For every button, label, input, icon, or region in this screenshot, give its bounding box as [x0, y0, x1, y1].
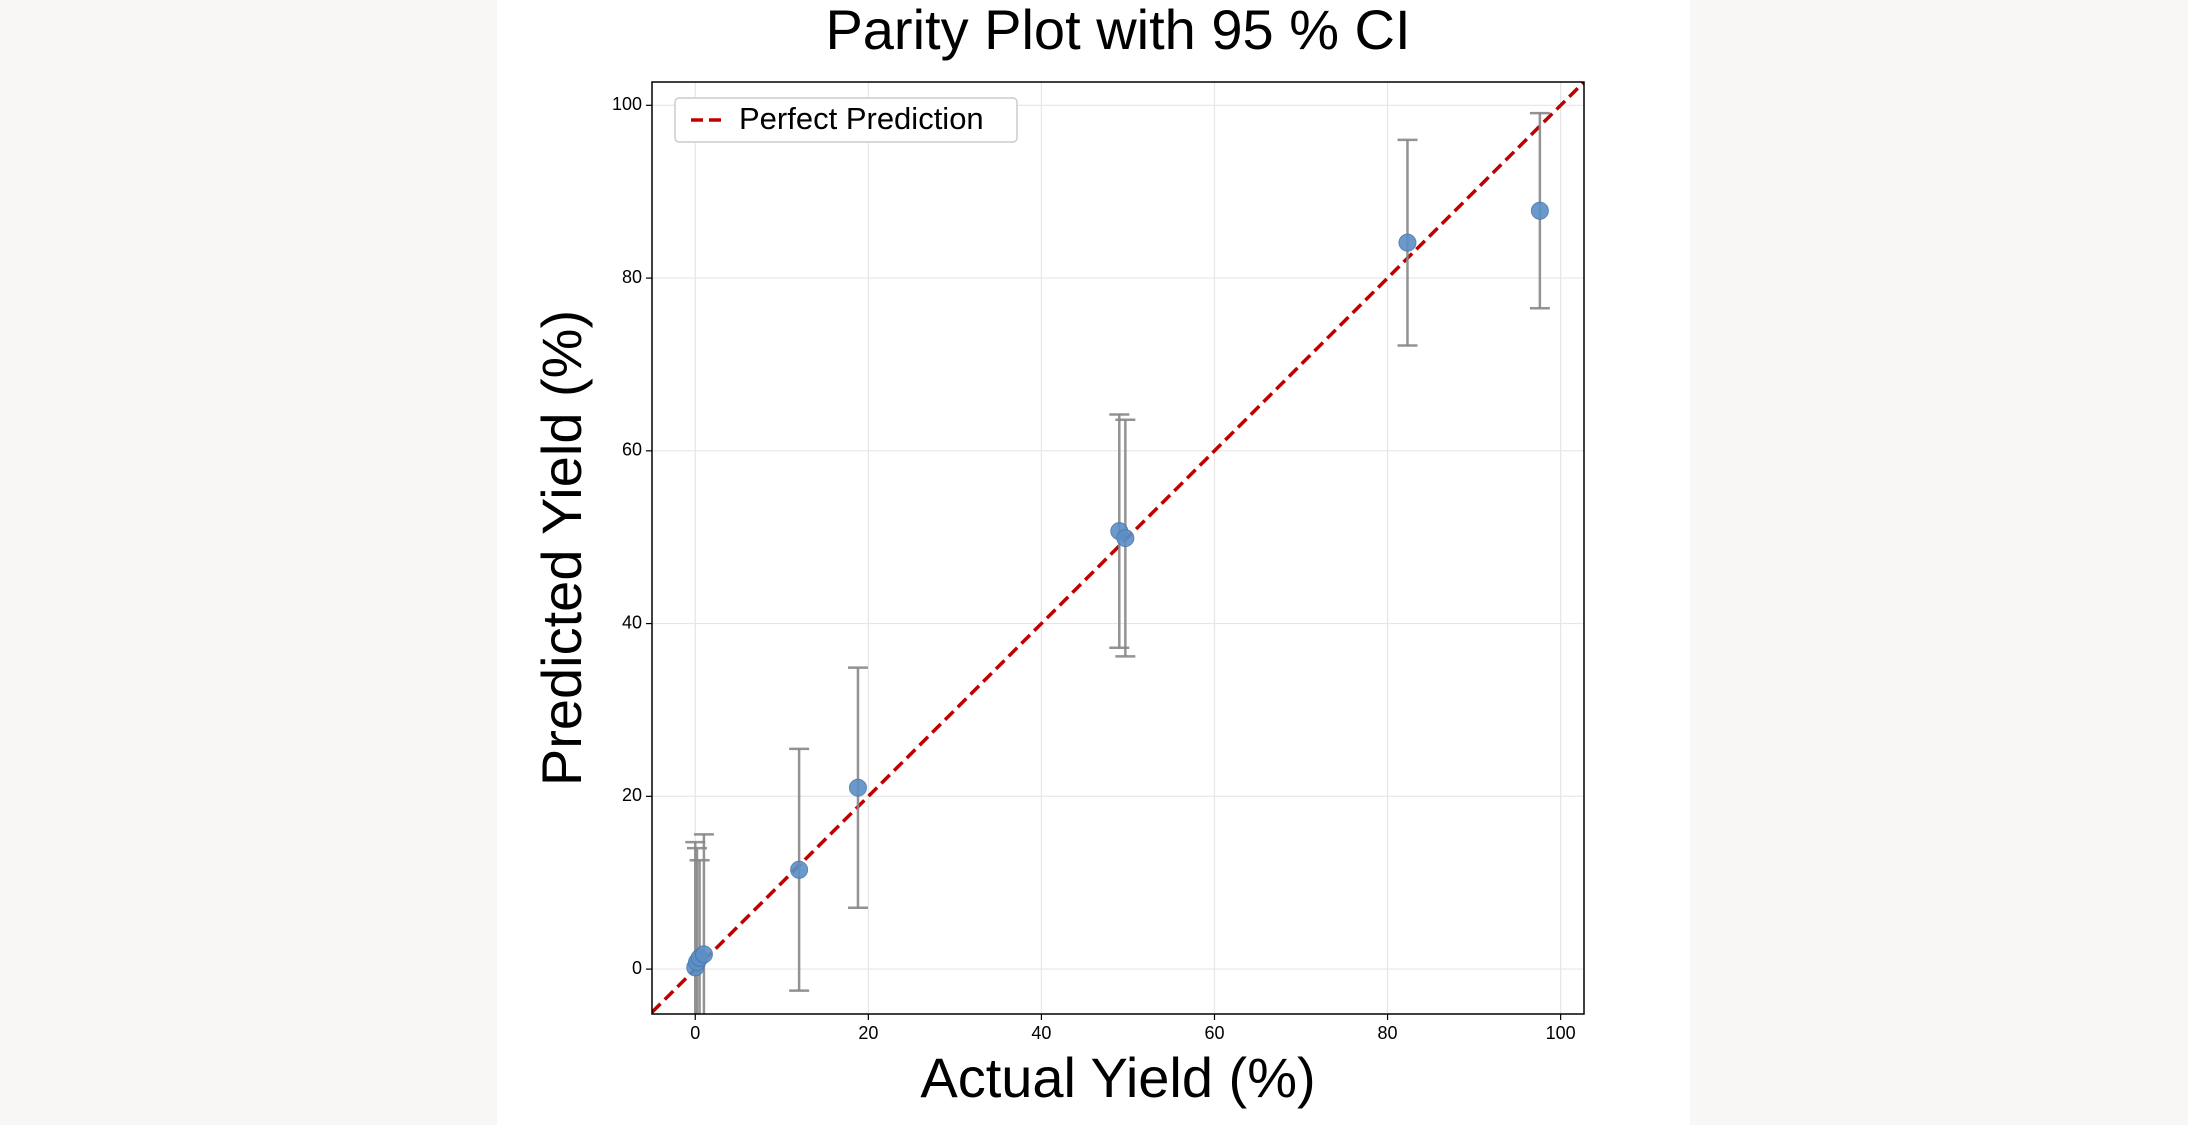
y-tick-label: 20	[622, 785, 642, 805]
figure-panel	[497, 0, 1690, 1125]
data-point	[848, 778, 867, 797]
data-point	[1116, 529, 1135, 548]
plot-frame	[651, 81, 1585, 1015]
x-tick-label: 80	[1378, 1023, 1398, 1043]
data-point	[1530, 201, 1549, 220]
reference-line	[652, 82, 1584, 1014]
data-point	[1398, 233, 1417, 252]
y-axis-label: Predicted Yield (%)	[530, 310, 593, 786]
legend: Perfect Prediction	[674, 97, 1018, 143]
x-tick-label: 0	[690, 1023, 700, 1043]
y-tick-label: 80	[622, 267, 642, 287]
data-point	[790, 860, 809, 879]
x-tick-label: 20	[858, 1023, 878, 1043]
y-tick-label: 0	[632, 958, 642, 978]
x-axis-label: Actual Yield (%)	[920, 1046, 1315, 1109]
x-tick-label: 60	[1204, 1023, 1224, 1043]
y-tick-label: 60	[622, 440, 642, 460]
y-tick-label: 100	[612, 94, 642, 114]
y-tick-label: 40	[622, 612, 642, 632]
x-tick-label: 100	[1546, 1023, 1576, 1043]
legend-label: Perfect Prediction	[739, 101, 984, 136]
data-point	[694, 945, 713, 964]
x-tick-label: 40	[1031, 1023, 1051, 1043]
plot-marks	[652, 82, 1584, 1014]
legend-box	[674, 97, 1018, 143]
chart-title: Parity Plot with 95 % CI	[825, 0, 1410, 61]
